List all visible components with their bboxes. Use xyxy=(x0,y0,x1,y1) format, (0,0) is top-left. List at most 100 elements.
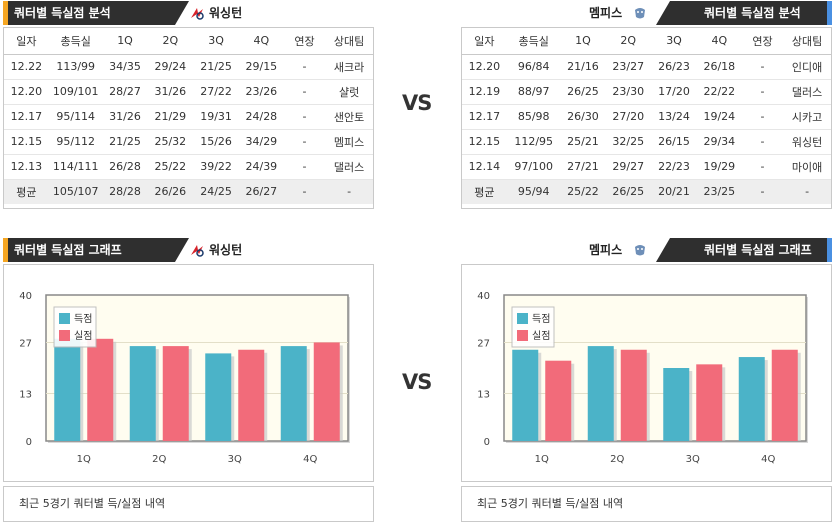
y-tick-label: 40 xyxy=(19,291,32,302)
table-cell: 29/15 xyxy=(238,54,284,80)
table-cell: - xyxy=(741,129,784,155)
table-cell: 26/27 xyxy=(238,179,284,204)
table-cell: 12.15 xyxy=(462,129,507,155)
legend-swatch xyxy=(59,313,70,324)
table-cell: 12.14 xyxy=(462,154,507,180)
bar-실점 xyxy=(238,349,265,441)
column-header: 3Q xyxy=(193,28,239,55)
left-table-title-bar: 쿼터별 득실점 분석 xyxy=(3,1,189,25)
bar-득점 xyxy=(512,349,539,441)
left-analysis-panel: 쿼터별 득실점 분석 워싱턴 일자 총득실 1Q 2Q 3Q 4Q 연장 상대팀 xyxy=(3,1,374,209)
wizards-logo-icon xyxy=(191,245,204,257)
table-cell: 26/18 xyxy=(696,54,742,80)
table-cell: 21/16 xyxy=(560,54,606,80)
table-cell: 27/22 xyxy=(193,79,239,105)
x-tick-label: 4Q xyxy=(761,454,775,465)
column-header: 총득실 xyxy=(506,28,561,55)
table-cell: 26/15 xyxy=(651,129,697,155)
table-cell: 20/21 xyxy=(651,179,697,204)
right-table-title: 쿼터별 득실점 분석 xyxy=(704,6,801,20)
right-chart-title: 쿼터별 득실점 그래프 xyxy=(704,243,812,257)
column-header: 2Q xyxy=(605,28,652,55)
right-analysis-panel: 멤피스 쿼터별 득실점 분석 일자 총득실 1Q 2Q 3Q 4Q 연장 상대팀 xyxy=(461,1,832,209)
left-stats-table-box: 일자 총득실 1Q 2Q 3Q 4Q 연장 상대팀 12.22 113/99 34/… xyxy=(3,27,374,209)
table-cell: 26/25 xyxy=(560,79,606,105)
column-header: 일자 xyxy=(4,28,49,55)
table-cell: 24/39 xyxy=(238,154,284,180)
table-cell: 12.13 xyxy=(4,154,49,180)
table-cell: 25/21 xyxy=(560,129,606,155)
bar-실점 xyxy=(313,342,340,441)
bar-득점 xyxy=(129,346,156,441)
table-cell: 13/24 xyxy=(651,104,697,130)
table-row: 12.19 88/97 26/25 23/30 17/20 22/22- 댈러스 xyxy=(462,79,831,105)
right-graph-header-panel: 멤피스 쿼터별 득실점 그래프 xyxy=(461,238,832,264)
table-cell: 31/26 xyxy=(147,79,194,105)
table-cell: 26/25 xyxy=(605,179,652,204)
table-cell: 인디애 xyxy=(783,54,831,80)
table-cell: - xyxy=(283,104,326,130)
table-cell: 105/107 xyxy=(48,179,103,204)
table-row: 12.14 97/100 27/21 29/27 22/23 19/29- 마이애 xyxy=(462,154,831,180)
table-cell: 샌안토 xyxy=(325,104,373,130)
left-graph-header-panel: 쿼터별 득실점 그래프 워싱턴 xyxy=(3,238,374,264)
table-cell: - xyxy=(741,154,784,180)
table-cell: 23/25 xyxy=(696,179,742,204)
table-cell: 96/84 xyxy=(506,54,561,80)
y-tick-label: 27 xyxy=(19,338,32,349)
column-header: 1Q xyxy=(560,28,606,55)
right-chart-title-bar: 쿼터별 득실점 그래프 xyxy=(656,238,832,262)
bar-실점 xyxy=(87,338,114,441)
table-cell: 15/26 xyxy=(193,129,239,155)
bar-득점 xyxy=(54,338,81,441)
table-cell: 29/27 xyxy=(605,154,652,180)
y-tick-label: 0 xyxy=(484,437,490,448)
table-cell: 평균 xyxy=(462,179,507,204)
x-tick-label: 3Q xyxy=(686,454,700,465)
table-cell: - xyxy=(741,104,784,130)
bar-실점 xyxy=(545,360,572,441)
table-row: 12.15 112/95 25/21 32/25 26/15 29/34- 워싱턴 xyxy=(462,129,831,155)
bar-실점 xyxy=(771,349,798,441)
y-tick-label: 27 xyxy=(477,338,490,349)
column-header: 일자 xyxy=(462,28,507,55)
table-cell: 21/25 xyxy=(102,129,148,155)
table-cell: 12.19 xyxy=(462,79,507,105)
legend-label: 실점 xyxy=(74,330,92,342)
column-header: 총득실 xyxy=(48,28,103,55)
right-chart-header: 멤피스 쿼터별 득실점 그래프 xyxy=(461,238,832,262)
legend-swatch xyxy=(59,330,70,341)
table-row: 12.15 95/112 21/25 25/32 15/26 34/29- 멤피스 xyxy=(4,129,373,155)
table-cell: 22/23 xyxy=(651,154,697,180)
table-cell: 시카고 xyxy=(783,104,831,130)
table-cell: 24/28 xyxy=(238,104,284,130)
table-cell: 21/29 xyxy=(147,104,194,130)
column-header: 상대팀 xyxy=(325,28,373,55)
right-stats-table-box: 일자 총득실 1Q 2Q 3Q 4Q 연장 상대팀 12.20 96/84 21/1… xyxy=(461,27,832,209)
table-cell: 95/114 xyxy=(48,104,103,130)
table-cell: 마이애 xyxy=(783,154,831,180)
table-cell: 멤피스 xyxy=(325,129,373,155)
left-chart-header: 쿼터별 득실점 그래프 워싱턴 xyxy=(3,238,374,262)
table-cell: 12.15 xyxy=(4,129,49,155)
table-cell: 27/20 xyxy=(605,104,652,130)
left-chart-title-bar: 쿼터별 득실점 그래프 xyxy=(3,238,189,262)
column-header: 1Q xyxy=(102,28,148,55)
legend-label: 실점 xyxy=(532,330,550,342)
table-row: 12.17 95/114 31/26 21/29 19/31 24/28- 샌안토 xyxy=(4,104,373,130)
bar-실점 xyxy=(620,349,647,441)
bar-득점 xyxy=(738,357,765,441)
table-cell: 26/30 xyxy=(560,104,606,130)
left-chart-accent-bar xyxy=(3,238,8,262)
table-row: 12.17 85/98 26/30 27/20 13/24 19/24- 시카고 xyxy=(462,104,831,130)
table-cell: 댈러스 xyxy=(783,79,831,105)
grizzlies-logo-icon xyxy=(635,8,645,19)
left-stats-table: 일자 총득실 1Q 2Q 3Q 4Q 연장 상대팀 12.22 113/99 34/… xyxy=(4,28,373,204)
table-header-row: 일자 총득실 1Q 2Q 3Q 4Q 연장 상대팀 xyxy=(462,28,831,55)
x-tick-label: 1Q xyxy=(77,454,91,465)
bar-실점 xyxy=(162,346,189,441)
table-cell: 109/101 xyxy=(48,79,103,105)
column-header: 4Q xyxy=(238,28,284,55)
table-cell: 25/32 xyxy=(147,129,194,155)
right-accent-bar xyxy=(827,1,832,25)
